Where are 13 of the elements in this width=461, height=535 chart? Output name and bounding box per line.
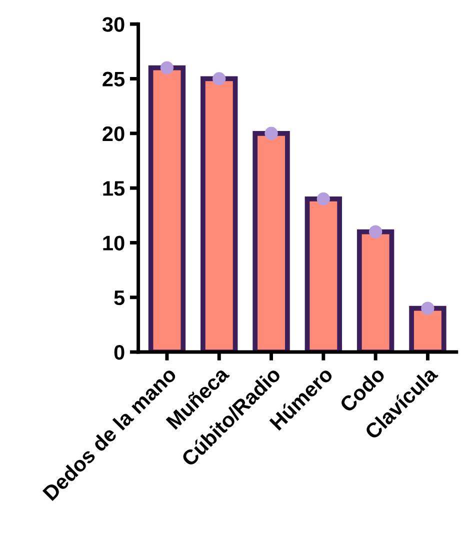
y-tick-label: 15 bbox=[103, 181, 125, 196]
point bbox=[421, 302, 434, 315]
point bbox=[212, 72, 226, 86]
y-tick-label: 10 bbox=[103, 236, 124, 250]
y-tick-label: 20 bbox=[102, 126, 124, 142]
point bbox=[316, 192, 330, 206]
point bbox=[368, 225, 382, 238]
point bbox=[160, 61, 174, 74]
y-tick-label: 5 bbox=[114, 290, 125, 306]
y-tick-label: 25 bbox=[102, 72, 125, 86]
y-tick-label: 0 bbox=[114, 345, 124, 360]
point bbox=[264, 126, 278, 140]
y-tick-label: 30 bbox=[102, 17, 124, 32]
